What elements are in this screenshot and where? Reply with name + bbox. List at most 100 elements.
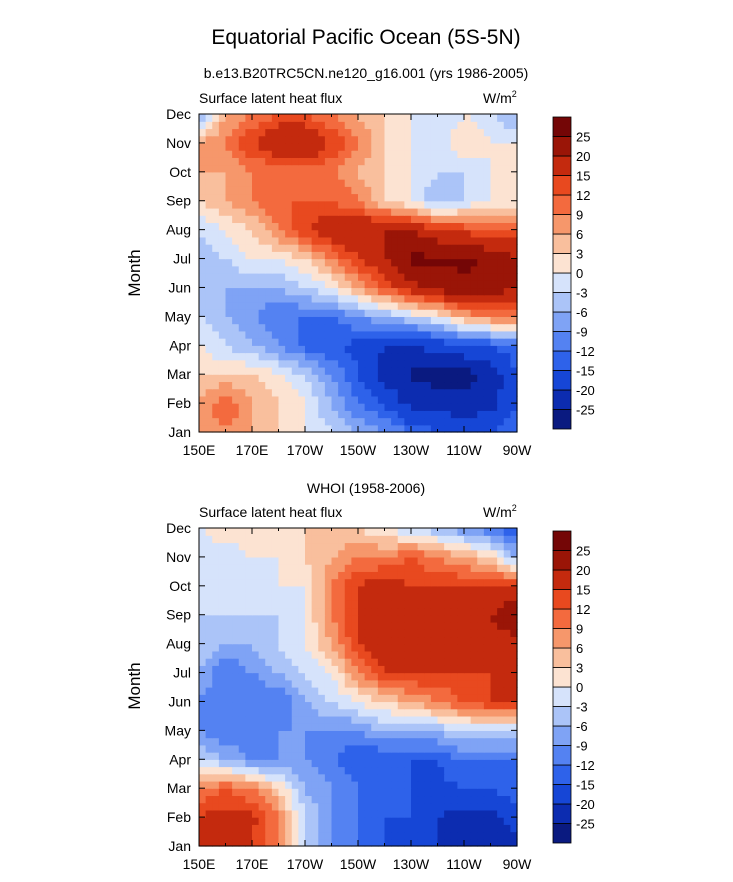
heatmap-cell	[331, 309, 339, 317]
heatmap-cell	[305, 556, 313, 565]
heatmap-cell	[477, 258, 485, 267]
heatmap-cell	[199, 585, 207, 594]
heatmap-cell	[278, 607, 286, 616]
heatmap-cell	[318, 403, 326, 411]
heatmap-cell	[450, 171, 458, 180]
heatmap-cell	[199, 236, 207, 245]
heatmap-cell	[232, 542, 240, 551]
heatmap-cell	[344, 157, 352, 166]
heatmap-cell	[457, 621, 465, 630]
heatmap-cell	[404, 824, 412, 833]
heatmap-cell	[397, 236, 405, 245]
heatmap-cell	[225, 186, 233, 195]
heatmap-cell	[331, 621, 339, 630]
heatmap-cell	[477, 629, 485, 638]
heatmap-cell	[411, 244, 419, 252]
heatmap-cell	[252, 222, 260, 231]
heatmap-cell	[411, 679, 419, 688]
heatmap-cell	[258, 171, 266, 180]
heatmap-cell	[212, 723, 220, 731]
heatmap-cell	[351, 802, 359, 811]
heatmap-cell	[497, 215, 505, 224]
heatmap-cell	[490, 207, 498, 216]
heatmap-cell	[298, 556, 306, 565]
heatmap-cell	[271, 150, 280, 158]
heatmap-cell	[430, 766, 439, 775]
heatmap-cell	[205, 114, 213, 122]
heatmap-cell	[311, 222, 319, 231]
heatmap-cell	[232, 817, 240, 825]
heatmap-cell	[497, 186, 505, 195]
heatmap-cell	[324, 838, 333, 847]
heatmap-cell	[324, 600, 333, 609]
heatmap-cell	[285, 193, 293, 202]
heatmap-cell	[483, 535, 492, 544]
heatmap-cell	[457, 694, 465, 703]
heatmap-cell	[305, 417, 313, 426]
heatmap-cell	[252, 323, 260, 332]
heatmap-cell	[225, 535, 233, 544]
heatmap-cell	[397, 715, 405, 724]
heatmap-cell	[430, 621, 439, 630]
heatmap-cell	[218, 643, 227, 652]
heatmap-cell	[218, 171, 227, 180]
heatmap-cell	[258, 229, 266, 238]
heatmap-cell	[464, 824, 472, 833]
heatmap-cell	[238, 417, 246, 426]
heatmap-cell	[404, 672, 412, 681]
heatmap-cell	[417, 607, 425, 616]
heatmap-cell	[477, 665, 485, 674]
heatmap-cell	[205, 593, 213, 601]
heatmap-cell	[510, 164, 518, 173]
heatmap-cell	[497, 395, 505, 404]
heatmap-cell	[331, 236, 339, 245]
heatmap-cell	[205, 359, 213, 368]
heatmap-cell	[397, 424, 405, 433]
heatmap-cell	[225, 345, 233, 354]
heatmap-cell	[444, 417, 452, 426]
heatmap-cell	[464, 556, 472, 565]
heatmap-cell	[324, 817, 333, 825]
heatmap-cell	[457, 338, 465, 346]
heatmap-cell	[311, 388, 319, 397]
heatmap-cell	[444, 366, 452, 375]
heatmap-cell	[298, 780, 306, 789]
heatmap-cell	[464, 773, 472, 782]
heatmap-cell	[411, 157, 419, 166]
heatmap-cell	[225, 809, 233, 818]
heatmap-cell	[404, 564, 412, 572]
heatmap-cell	[444, 374, 452, 383]
y-tick-label: Apr	[169, 337, 191, 353]
heatmap-cell	[351, 780, 359, 789]
heatmap-cell	[212, 157, 220, 166]
heatmap-cell	[437, 345, 445, 354]
heatmap-cell	[358, 723, 366, 731]
heatmap-cell	[483, 294, 492, 303]
heatmap-cell	[199, 744, 207, 753]
heatmap-cell	[430, 121, 439, 130]
heatmap-cell	[444, 766, 452, 775]
heatmap-cell	[457, 672, 465, 681]
heatmap-cell	[305, 614, 313, 623]
heatmap-cell	[444, 309, 452, 317]
heatmap-cell	[199, 730, 207, 739]
heatmap-cell	[218, 258, 227, 267]
heatmap-cell	[411, 672, 419, 681]
heatmap-cell	[470, 542, 478, 551]
colorbar-swatch	[552, 686, 572, 707]
heatmap-cell	[490, 795, 498, 804]
heatmap-cell	[205, 150, 213, 158]
heatmap-cell	[404, 730, 412, 739]
heatmap-cell	[338, 193, 346, 202]
heatmap-cell	[278, 585, 286, 594]
heatmap-cell	[331, 265, 339, 274]
heatmap-cell	[298, 388, 306, 397]
units-text: W/m	[483, 90, 512, 106]
heatmap-cell	[252, 417, 260, 426]
heatmap-cell	[450, 744, 458, 753]
heatmap-cell	[497, 672, 505, 681]
heatmap-cell	[417, 535, 425, 544]
heatmap-cell	[305, 236, 313, 245]
heatmap-cell	[311, 737, 319, 746]
